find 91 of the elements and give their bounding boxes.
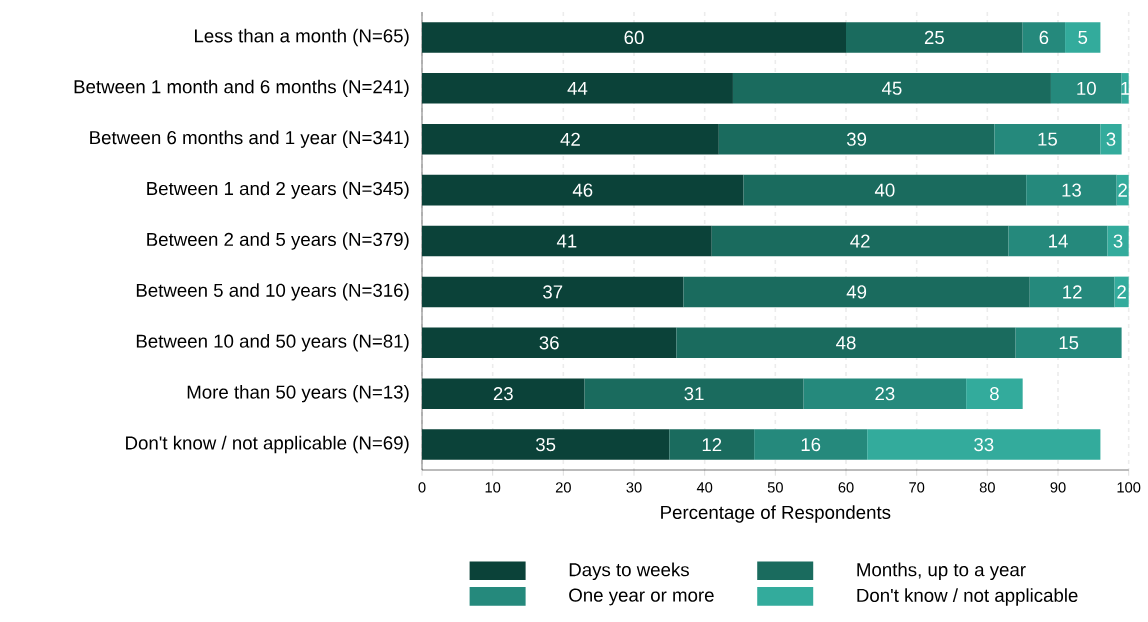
bar [1029, 276, 1115, 308]
bar [676, 327, 1016, 359]
bar [422, 174, 744, 206]
y-tick-label: More than 50 years (N=13) [187, 384, 409, 403]
x-tick-label: 70 [909, 482, 925, 493]
x-tick-label: 10 [485, 482, 501, 493]
y-tick-label: Between 5 and 10 years (N=316) [136, 283, 409, 301]
data-label: 42 [560, 132, 580, 146]
x-tick-label: 80 [979, 482, 995, 493]
data-label: 31 [684, 387, 704, 401]
data-label: 60 [624, 30, 644, 45]
bar [1050, 73, 1122, 104]
x-tick-label: 30 [626, 482, 642, 493]
data-label: 3 [1106, 132, 1116, 146]
bar [1022, 22, 1066, 53]
data-label: 2 [1118, 183, 1127, 197]
bar [1065, 22, 1101, 53]
bar [683, 276, 1030, 308]
bar [1107, 225, 1129, 257]
bar [422, 429, 670, 460]
x-tick-label: 50 [767, 482, 783, 493]
data-label: 37 [543, 285, 563, 299]
bar [422, 22, 846, 53]
y-tick-label: Less than a month (N=65) [195, 28, 409, 47]
legend-label: Months, up to a year [857, 562, 1026, 581]
data-label: 44 [567, 81, 588, 95]
bar [711, 225, 1009, 257]
data-label: 42 [850, 234, 870, 248]
bar [718, 123, 995, 155]
bar [966, 378, 1023, 409]
data-label: 23 [875, 387, 895, 401]
bar [422, 378, 585, 409]
bar [743, 174, 1027, 206]
data-label: 8 [990, 387, 999, 401]
data-label: 5 [1078, 30, 1088, 44]
bar [669, 429, 755, 460]
x-tick-label: 90 [1050, 482, 1066, 493]
x-tick-label: 20 [555, 482, 571, 493]
x-axis-title: Percentage of Respondents [661, 505, 891, 523]
data-label: 3 [1113, 234, 1123, 248]
data-label: 14 [1049, 234, 1068, 248]
y-tick-label: Don't know / not applicable (N=69) [126, 435, 409, 454]
data-label: 15 [1038, 132, 1057, 146]
data-label: 15 [1059, 336, 1079, 350]
bar [846, 22, 1023, 53]
data-label: 23 [493, 387, 513, 401]
x-tick-label: 40 [696, 482, 713, 493]
data-label: 49 [846, 285, 867, 299]
bar [1100, 123, 1122, 155]
x-tick-label: 0 [418, 482, 426, 493]
y-tick-label: Between 6 months and 1 year (N=341) [90, 130, 409, 148]
data-label: 10 [1077, 81, 1096, 95]
bar [1026, 174, 1117, 206]
data-label: 12 [702, 438, 722, 452]
data-label: 25 [924, 30, 944, 45]
bar [422, 327, 677, 359]
bar [422, 225, 712, 257]
bar [803, 378, 967, 409]
data-label: 39 [846, 132, 867, 146]
y-tick-label: Between 10 and 50 years (N=81) [136, 334, 409, 352]
data-label: 36 [539, 336, 559, 350]
bar [994, 123, 1101, 155]
data-label: 40 [874, 183, 895, 197]
bar [754, 429, 868, 460]
data-label: 35 [536, 437, 556, 452]
legend-label: Days to weeks [569, 562, 689, 581]
y-tick-label: Between 1 month and 6 months (N=241) [74, 79, 409, 98]
bar [422, 276, 684, 308]
data-label: 16 [801, 437, 821, 452]
bar [867, 429, 1101, 460]
data-label: 46 [572, 183, 593, 197]
bar [422, 123, 719, 155]
bar [1008, 225, 1108, 257]
data-label: 2 [1117, 285, 1126, 299]
data-label: 48 [836, 336, 856, 350]
bar [1015, 327, 1122, 359]
bar [584, 378, 804, 409]
data-label: 45 [881, 81, 902, 95]
data-label: 6 [1039, 30, 1049, 45]
legend-label: Don't know / not applicable [857, 588, 1078, 606]
data-label: 41 [556, 234, 577, 248]
data-label: 33 [974, 437, 994, 452]
data-label: 13 [1062, 183, 1081, 197]
legend-label: One year or more [569, 588, 714, 606]
y-tick-label: Between 2 and 5 years (N=379) [147, 232, 409, 250]
bar [422, 73, 733, 104]
bar [732, 73, 1051, 104]
x-tick-label: 100 [1117, 482, 1141, 493]
y-tick-label: Between 1 and 2 years (N=345) [147, 181, 409, 199]
data-label: 12 [1063, 285, 1082, 299]
x-tick-label: 60 [838, 482, 854, 493]
